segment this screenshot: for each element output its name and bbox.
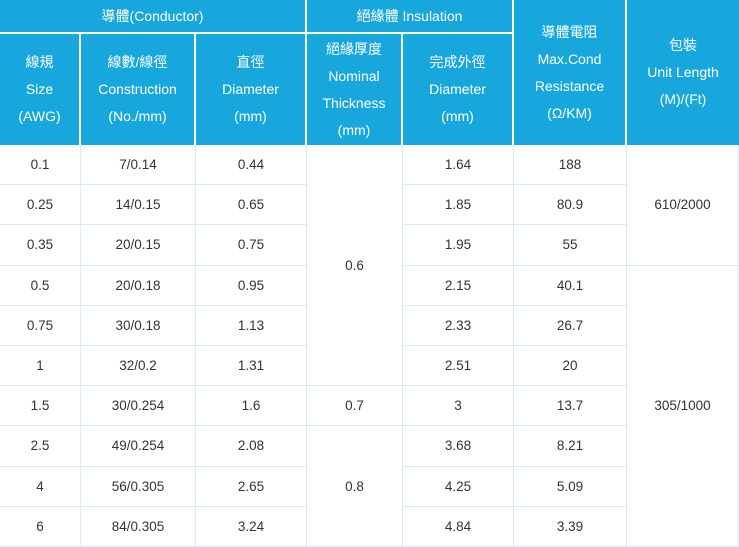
cell-construction: 20/0.15 xyxy=(81,225,196,266)
table-header: 導體(Conductor) 絕緣體 Insulation 導體電阻 Max.Co… xyxy=(0,0,739,145)
header-construction: 線數/線徑 Construction (No./mm) xyxy=(81,34,196,145)
cell-size: 0.5 xyxy=(0,265,81,306)
table-row: 0.5 20/0.18 0.95 2.15 40.1 305/1000 xyxy=(0,265,739,547)
cell-construction: 56/0.305 xyxy=(81,466,196,507)
cell-resistance: 8.21 xyxy=(514,426,628,467)
cell-od: 2.15 xyxy=(403,265,515,306)
cell-resistance: 26.7 xyxy=(514,305,628,346)
table-body: 0.1 7/0.14 0.44 0.6 1.64 188 610/2000 0.… xyxy=(0,145,739,547)
cell-resistance: 40.1 xyxy=(514,265,628,306)
cell-construction: 84/0.305 xyxy=(81,506,196,547)
cell-construction: 14/0.15 xyxy=(81,185,196,226)
cell-diameter: 1.31 xyxy=(196,345,307,387)
cell-construction: 32/0.2 xyxy=(81,345,196,387)
cell-resistance: 13.7 xyxy=(514,386,628,427)
cell-diameter: 1.13 xyxy=(196,305,307,346)
cell-od: 4.25 xyxy=(403,466,515,507)
cell-size: 4 xyxy=(0,466,81,507)
cell-diameter: 1.6 xyxy=(196,386,307,427)
cell-diameter: 0.75 xyxy=(196,225,307,266)
cell-diameter: 0.95 xyxy=(196,265,307,306)
cell-size: 0.25 xyxy=(0,185,81,226)
cell-diameter: 0.44 xyxy=(196,145,307,186)
cell-thickness-merged: 0.8 xyxy=(307,426,403,547)
cell-diameter: 3.24 xyxy=(196,506,307,547)
cell-unit-length-merged: 305/1000 xyxy=(627,265,739,547)
cell-construction: 20/0.18 xyxy=(81,265,196,306)
table-row: 0.1 7/0.14 0.44 0.6 1.64 188 610/2000 xyxy=(0,145,739,387)
cell-resistance: 20 xyxy=(514,345,628,387)
header-sub-row: 線規 Size (AWG) 線數/線徑 Construction (No./mm… xyxy=(0,34,739,145)
cell-size: 0.75 xyxy=(0,305,81,346)
cell-resistance: 80.9 xyxy=(514,185,628,226)
cell-construction: 30/0.254 xyxy=(81,386,196,427)
cell-size: 0.35 xyxy=(0,225,81,266)
header-resistance: 導體電阻 Max.Cond Resistance (Ω/KM) xyxy=(514,0,628,145)
header-thickness: 絕緣厚度 Nominal Thickness (mm) xyxy=(307,34,403,145)
cell-resistance: 55 xyxy=(514,225,628,266)
cell-thickness-merged: 0.6 xyxy=(307,145,403,387)
cell-size: 0.1 xyxy=(0,145,81,186)
cell-construction: 7/0.14 xyxy=(81,145,196,186)
header-conductor-group: 導體(Conductor) xyxy=(0,0,307,34)
cell-od: 3 xyxy=(403,386,515,427)
cell-construction: 30/0.18 xyxy=(81,305,196,346)
table-row: 0.35 20/0.15 0.75 1.95 55 xyxy=(0,225,739,266)
cell-resistance: 5.09 xyxy=(514,466,628,507)
cell-size: 1 xyxy=(0,345,81,387)
table-row: 6 84/0.305 3.24 4.84 3.39 xyxy=(0,506,739,547)
cell-unit-length-merged: 610/2000 xyxy=(627,145,739,266)
cell-resistance: 3.39 xyxy=(514,506,628,547)
cell-od: 4.84 xyxy=(403,506,515,547)
cell-diameter: 2.08 xyxy=(196,426,307,467)
cell-diameter: 0.65 xyxy=(196,185,307,226)
cell-construction: 49/0.254 xyxy=(81,426,196,467)
cell-size: 2.5 xyxy=(0,426,81,467)
table-row: 4 56/0.305 2.65 4.25 5.09 xyxy=(0,466,739,507)
header-od: 完成外徑 Diameter (mm) xyxy=(403,34,515,145)
table-row: 0.75 30/0.18 1.13 2.33 26.7 xyxy=(0,305,739,346)
header-size: 線規 Size (AWG) xyxy=(0,34,81,145)
table-row: 1.5 30/0.254 1.6 0.7 3 13.7 xyxy=(0,386,739,427)
cell-size: 1.5 xyxy=(0,386,81,427)
cell-thickness: 0.7 xyxy=(307,386,403,427)
header-unit-length: 包裝 Unit Length (M)/(Ft) xyxy=(627,0,739,145)
cell-od: 1.64 xyxy=(403,145,515,186)
cell-size: 6 xyxy=(0,506,81,547)
cell-od: 2.33 xyxy=(403,305,515,346)
header-insulation-group: 絕緣體 Insulation xyxy=(307,0,515,34)
cell-od: 1.95 xyxy=(403,225,515,266)
cell-diameter: 2.65 xyxy=(196,466,307,507)
table-row: 1 32/0.2 1.31 2.51 20 xyxy=(0,345,739,387)
cell-od: 3.68 xyxy=(403,426,515,467)
header-group-row: 導體(Conductor) 絕緣體 Insulation 導體電阻 Max.Co… xyxy=(0,0,739,145)
cell-resistance: 188 xyxy=(514,145,628,186)
cell-od: 2.51 xyxy=(403,345,515,387)
cell-od: 1.85 xyxy=(403,185,515,226)
table-row: 2.5 49/0.254 2.08 0.8 3.68 8.21 xyxy=(0,426,739,547)
header-diameter: 直徑 Diameter (mm) xyxy=(196,34,307,145)
table-row: 0.25 14/0.15 0.65 1.85 80.9 xyxy=(0,185,739,226)
